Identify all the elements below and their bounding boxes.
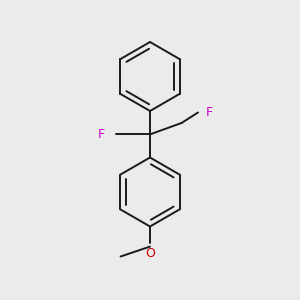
Text: F: F [206, 106, 213, 119]
Text: O: O [145, 247, 155, 260]
Text: F: F [98, 128, 105, 141]
